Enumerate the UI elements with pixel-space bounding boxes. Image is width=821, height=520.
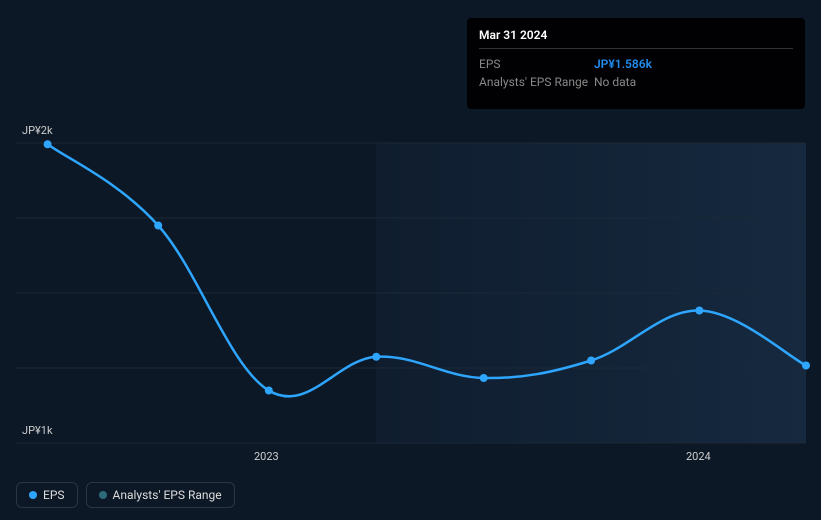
tooltip-row: EPS JP¥1.586k <box>479 55 793 73</box>
y-axis-tick-label: JP¥2k <box>22 124 53 137</box>
tooltip-row-value: JP¥1.586k <box>594 57 652 71</box>
tooltip-date: Mar 31 2024 <box>479 28 793 49</box>
legend-item-eps[interactable]: EPS <box>16 482 78 508</box>
x-axis-tick-label: 2023 <box>254 450 279 463</box>
chart-tooltip: Mar 31 2024 EPS JP¥1.586k Analysts' EPS … <box>467 18 805 109</box>
tooltip-row-label: Analysts' EPS Range <box>479 75 594 89</box>
legend-item-label: Analysts' EPS Range <box>113 488 222 502</box>
tooltip-row-value: No data <box>594 75 636 89</box>
tooltip-row: Analysts' EPS Range No data <box>479 73 793 91</box>
y-axis-tick-label: JP¥1k <box>22 424 53 437</box>
actual-region-label: Actual <box>766 149 797 162</box>
legend-item-analysts-range[interactable]: Analysts' EPS Range <box>86 482 235 508</box>
legend-swatch-icon <box>29 491 37 499</box>
tooltip-row-label: EPS <box>479 57 594 71</box>
eps-chart-panel: Mar 31 2024 EPS JP¥1.586k Analysts' EPS … <box>0 0 821 520</box>
legend-item-label: EPS <box>43 488 65 502</box>
x-axis-tick-label: 2024 <box>686 450 711 463</box>
chart-legend: EPS Analysts' EPS Range <box>16 482 235 508</box>
legend-swatch-icon <box>99 491 107 499</box>
